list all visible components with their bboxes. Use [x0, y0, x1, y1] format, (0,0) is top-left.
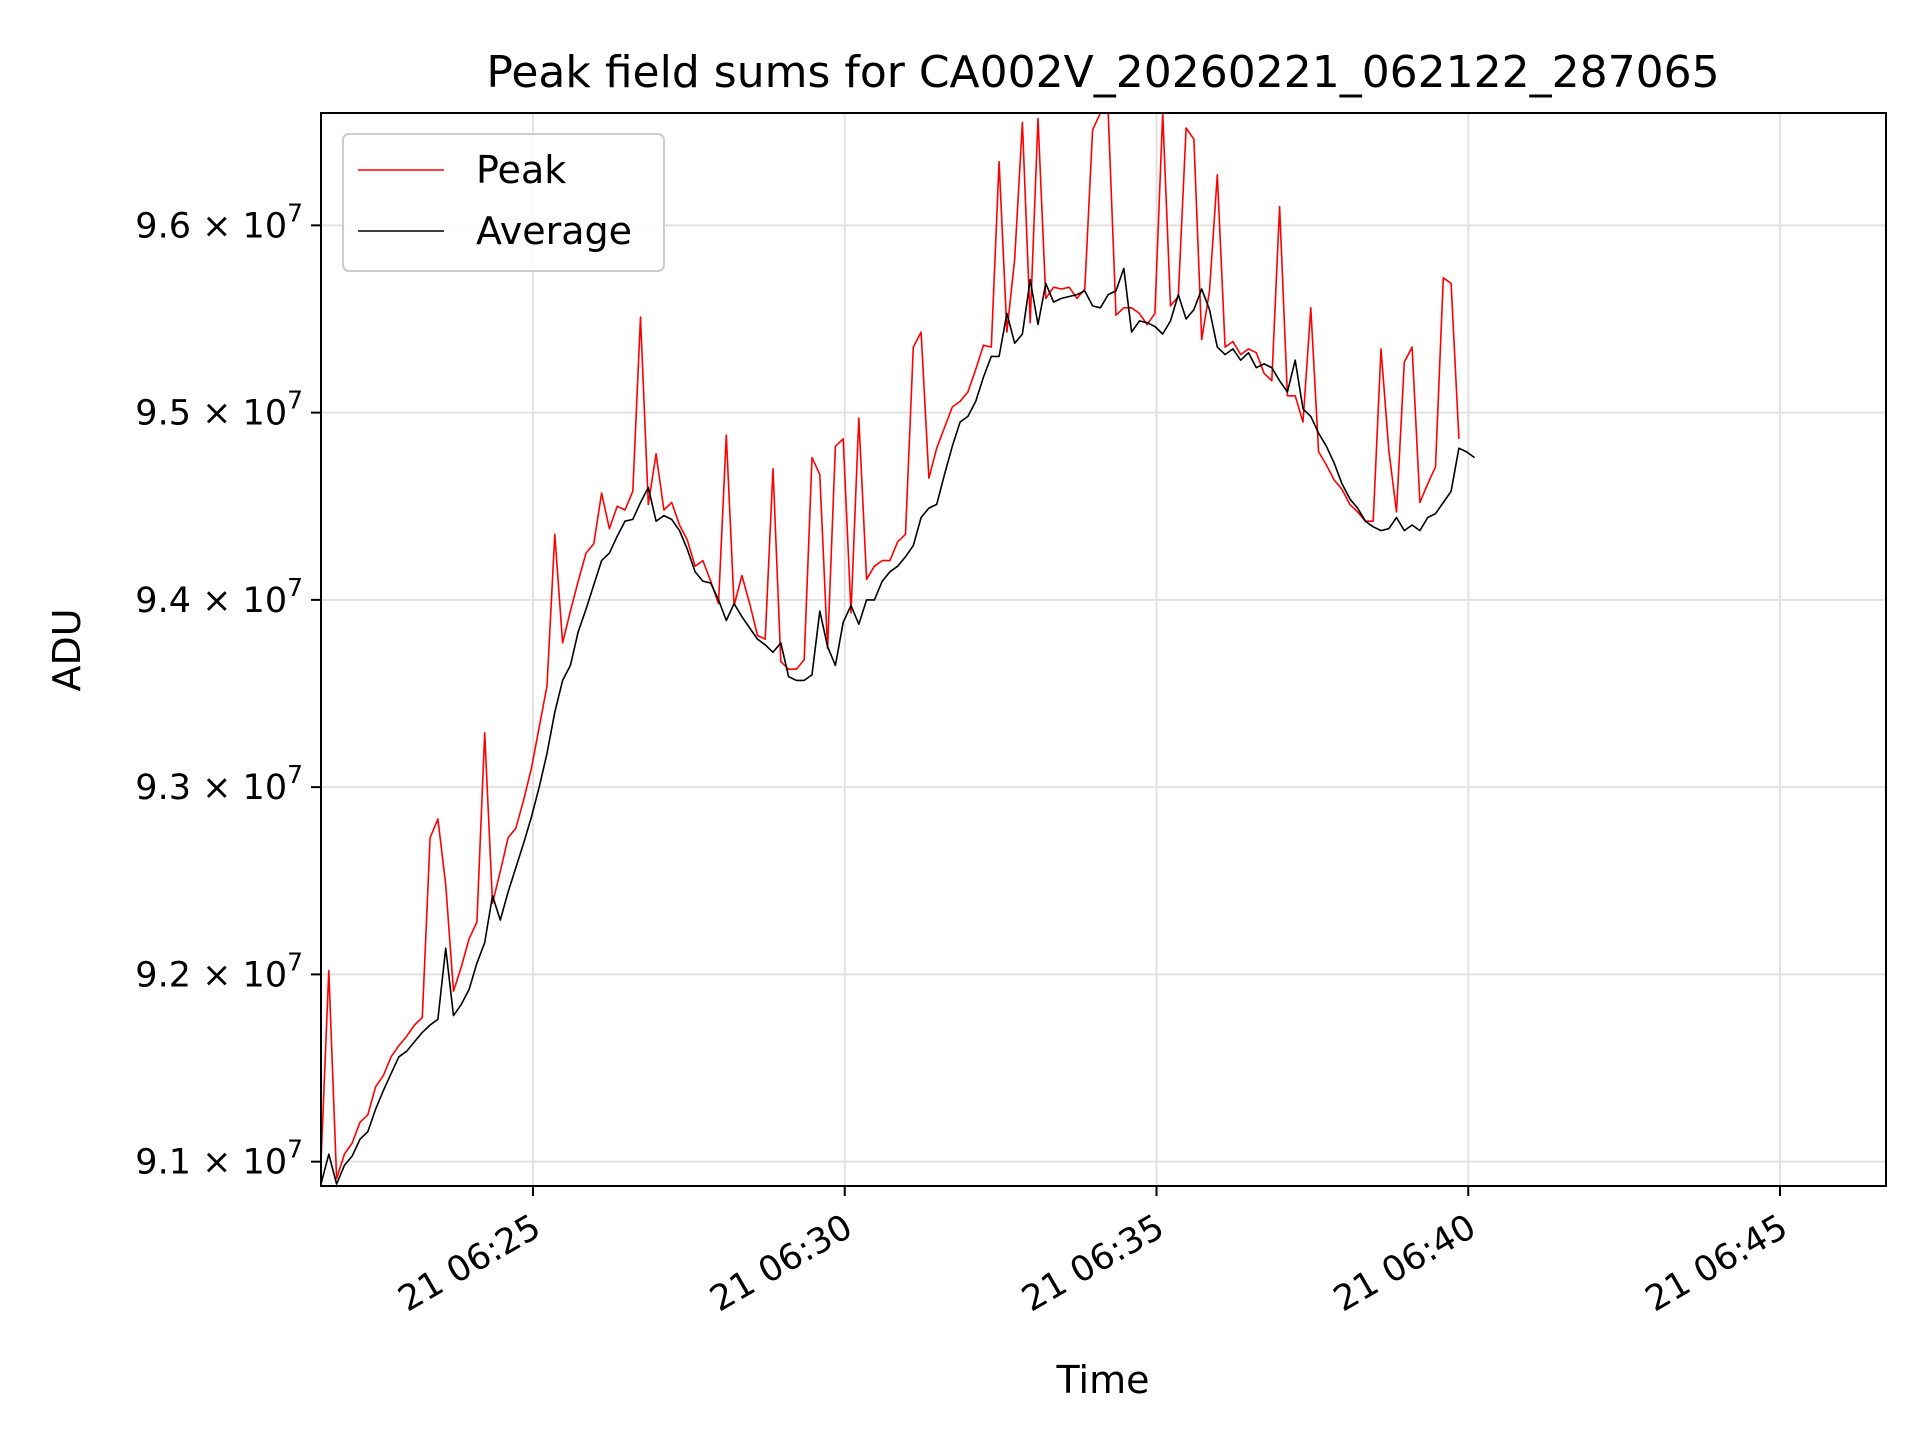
y-tick-base: 10 [243, 206, 288, 246]
series-line-average [321, 267, 1475, 1185]
y-tick-base: 10 [243, 394, 288, 434]
y-tick-base: 10 [243, 581, 288, 621]
y-tick-times: × [191, 581, 243, 621]
y-tick-label: 9.3 × 107 [135, 760, 303, 808]
y-tick-base: 10 [243, 768, 288, 808]
legend: Peak Average [342, 133, 665, 272]
plot-frame [320, 112, 1887, 1187]
y-tick-exponent: 7 [287, 198, 303, 227]
y-tick-exponent: 7 [287, 573, 303, 602]
y-tick-base: 10 [243, 955, 288, 995]
y-tick-times: × [191, 206, 243, 246]
y-tick-label: 9.6 × 107 [135, 198, 303, 246]
y-tick-times: × [191, 768, 243, 808]
y-tick-exponent: 7 [287, 947, 303, 976]
y-tick-times: × [191, 1143, 243, 1183]
y-tick-label: 9.2 × 107 [135, 947, 303, 995]
y-tick-exponent: 7 [287, 386, 303, 415]
y-tick-mantissa: 9.5 [135, 394, 191, 434]
x-axis-label: Time [1056, 1358, 1150, 1402]
y-tick-mantissa: 9.3 [135, 768, 191, 808]
y-tick-mantissa: 9.1 [135, 1143, 191, 1183]
series-line-peak [321, 113, 1460, 1180]
y-tick-times: × [191, 394, 243, 434]
y-axis-label: ADU [45, 608, 89, 691]
y-tick-mantissa: 9.4 [135, 581, 191, 621]
y-tick-base: 10 [243, 1143, 288, 1183]
y-tick-label: 9.4 × 107 [135, 573, 303, 621]
y-tick-mantissa: 9.6 [135, 206, 191, 246]
legend-box [342, 133, 665, 272]
y-tick-mantissa: 9.2 [135, 955, 191, 995]
y-tick-label: 9.1 × 107 [135, 1135, 303, 1183]
y-tick-exponent: 7 [287, 760, 303, 789]
chart-title: Peak field sums for CA002V_20260221_0621… [486, 47, 1719, 98]
y-tick-times: × [191, 955, 243, 995]
y-tick-label: 9.5 × 107 [135, 386, 303, 434]
legend-label-average: Average [476, 209, 632, 253]
legend-label-peak: Peak [476, 148, 566, 192]
plot-area [321, 113, 1475, 1185]
y-tick-exponent: 7 [287, 1135, 303, 1164]
